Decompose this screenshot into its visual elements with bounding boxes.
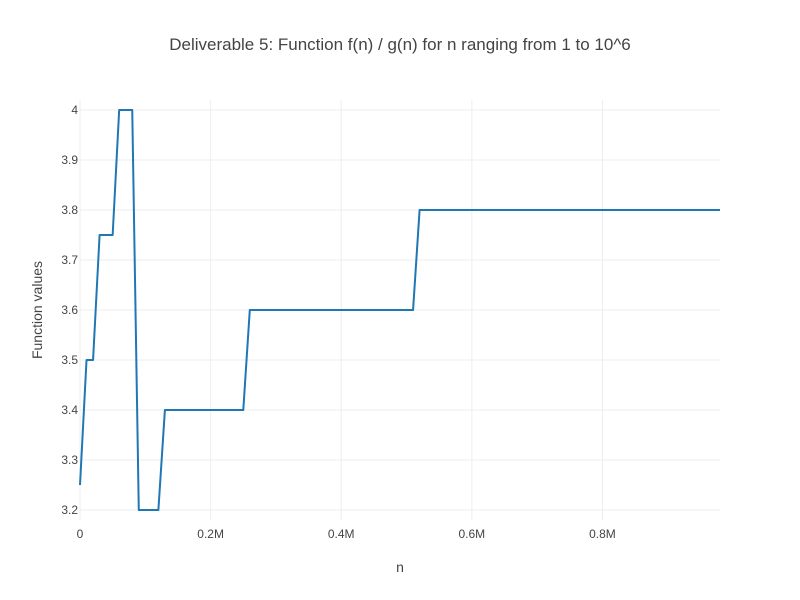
y-tick-label: 3.6: [61, 303, 78, 317]
y-tick-label: 3.7: [61, 253, 78, 267]
y-tick-label: 3.2: [61, 503, 78, 517]
y-axis-title: Function values: [29, 261, 45, 359]
x-tick-label: 0: [77, 527, 84, 541]
y-tick-label: 3.9: [61, 153, 78, 167]
y-gridlines: [80, 109, 720, 511]
x-tick-label: 0.4M: [328, 527, 355, 541]
y-tick-label: 3.4: [61, 403, 78, 417]
y-tick-label: 3.3: [61, 453, 78, 467]
plot-series: [79, 109, 720, 511]
x-axis-title: n: [396, 559, 404, 575]
x-tick-label: 0.2M: [197, 527, 224, 541]
y-tick-label: 3.5: [61, 353, 78, 367]
series-line: [79, 109, 720, 511]
x-tick-label: 0.6M: [458, 527, 485, 541]
y-tick-labels: 3.2 3.3 3.4 3.5 3.6 3.7 3.8 3.9 4: [61, 103, 78, 517]
chart-title: Deliverable 5: Function f(n) / g(n) for …: [169, 35, 631, 54]
x-tick-labels: 0 0.2M 0.4M 0.6M 0.8M: [77, 527, 616, 541]
y-tick-label: 3.8: [61, 203, 78, 217]
y-tick-label: 4: [71, 103, 78, 117]
x-tick-label: 0.8M: [589, 527, 616, 541]
